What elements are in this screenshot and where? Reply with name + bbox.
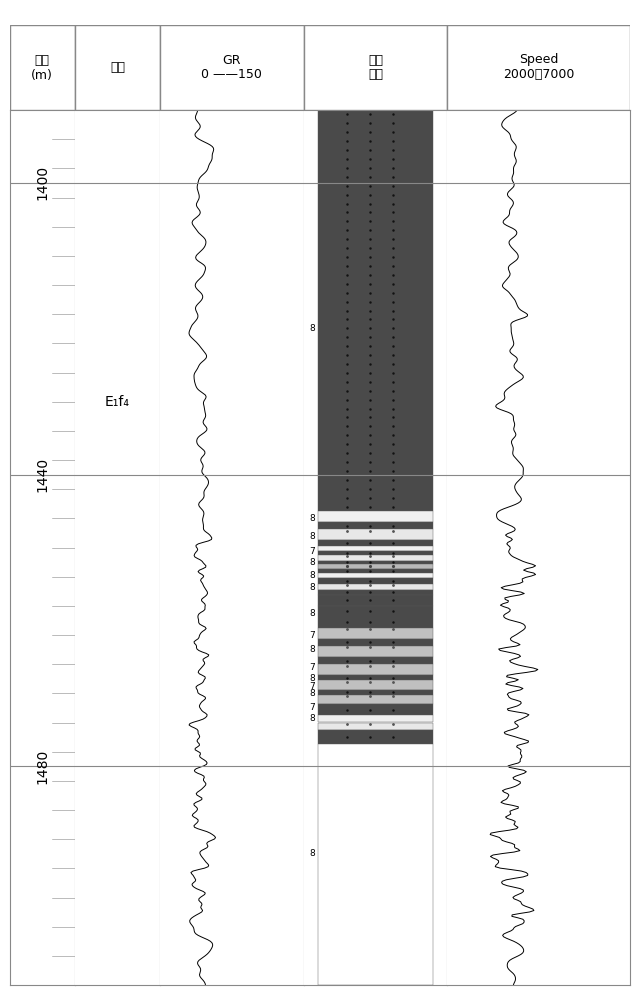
Text: 地层: 地层 [110, 61, 125, 74]
Bar [318, 110, 433, 511]
Bar [318, 546, 433, 551]
Text: 7: 7 [309, 703, 315, 712]
Text: 8: 8 [309, 674, 315, 683]
Bar [318, 555, 433, 561]
Bar [318, 522, 433, 529]
Bar [318, 540, 433, 546]
Text: 8: 8 [309, 583, 315, 592]
Bar [318, 569, 433, 573]
Bar [318, 657, 433, 664]
Text: 7: 7 [309, 682, 315, 691]
Bar [318, 715, 433, 722]
Bar [318, 730, 433, 744]
Bar [318, 561, 433, 564]
Bar [318, 578, 433, 584]
Bar [318, 573, 433, 578]
Bar [318, 664, 433, 675]
Bar [318, 529, 433, 540]
Bar [318, 722, 433, 730]
Text: 8: 8 [309, 532, 315, 541]
Bar [318, 639, 433, 646]
Text: 8: 8 [309, 571, 315, 580]
Text: 岩性
剖面: 岩性 剖面 [368, 53, 383, 82]
Bar [447, 25, 630, 110]
Bar [318, 564, 433, 569]
Text: 7: 7 [309, 631, 315, 640]
Text: 1480: 1480 [35, 749, 49, 784]
Text: GR
0 ——150: GR 0 ——150 [202, 53, 262, 82]
Text: 1400: 1400 [35, 165, 49, 200]
Bar [318, 590, 433, 595]
Bar [318, 628, 433, 639]
Bar [160, 25, 303, 110]
Text: 井深
(m): 井深 (m) [31, 53, 53, 82]
Bar [318, 646, 433, 657]
Text: 8: 8 [309, 849, 315, 858]
Bar [318, 584, 433, 590]
Bar [318, 675, 433, 680]
Text: 8: 8 [309, 514, 315, 523]
Bar [318, 680, 433, 690]
Text: 1440: 1440 [35, 457, 49, 492]
Bar [75, 25, 160, 110]
Bar [318, 690, 433, 695]
Bar [318, 704, 433, 715]
Text: 8: 8 [309, 609, 315, 618]
Text: 8: 8 [309, 645, 315, 654]
Text: 8: 8 [309, 714, 315, 723]
Bar [10, 25, 75, 110]
Bar [318, 595, 433, 606]
Text: 8: 8 [309, 558, 315, 567]
Text: 7: 7 [309, 663, 315, 672]
Bar [318, 606, 433, 628]
Text: 7: 7 [309, 547, 315, 556]
Text: 8: 8 [309, 324, 315, 333]
Bar [318, 511, 433, 522]
Text: E₁f₄: E₁f₄ [105, 395, 130, 409]
Bar [318, 744, 433, 985]
Bar [303, 25, 447, 110]
Text: Speed
2000－7000: Speed 2000－7000 [503, 53, 575, 82]
Bar [318, 695, 433, 704]
Text: 8: 8 [309, 689, 315, 698]
Bar [318, 551, 433, 555]
